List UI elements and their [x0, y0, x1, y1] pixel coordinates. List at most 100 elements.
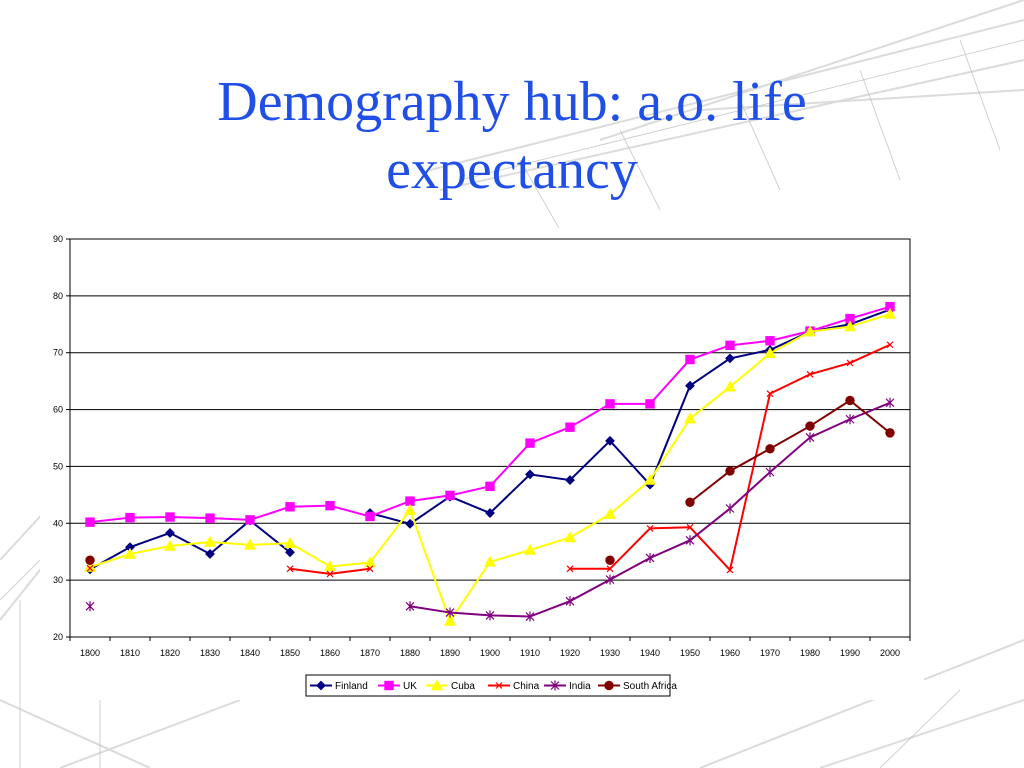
y-tick-label: 50 [53, 461, 63, 471]
data-point-south-africa [805, 421, 815, 431]
data-point-cuba [123, 547, 137, 559]
data-point-uk [445, 490, 455, 501]
data-point-finland [685, 380, 695, 391]
series-line-south-africa [689, 399, 891, 504]
legend-label-uk: UK [403, 681, 417, 692]
series-cuba [83, 307, 897, 626]
data-point-cuba [243, 538, 257, 550]
x-tick-label: 1800 [80, 648, 100, 658]
legend-label-finland: Finland [335, 681, 368, 692]
x-tick-label: 1810 [120, 648, 140, 658]
x-tick-label: 1880 [400, 648, 420, 658]
x-tick-label: 1930 [600, 648, 620, 658]
y-tick-label: 70 [53, 348, 63, 358]
data-point-finland [525, 469, 535, 480]
data-point-cuba [803, 325, 817, 337]
data-point-india [885, 397, 895, 408]
data-point-south-africa [885, 428, 895, 438]
x-tick-label: 1890 [440, 648, 460, 658]
data-point-finland [405, 518, 415, 529]
data-point-china [726, 566, 734, 574]
data-point-uk [285, 502, 295, 512]
data-point-south-africa [725, 466, 735, 476]
data-point-cuba [883, 307, 897, 319]
x-tick-label: 2000 [880, 648, 900, 658]
data-point-china [846, 359, 854, 367]
series-uk [85, 301, 895, 527]
y-tick-label: 60 [53, 405, 63, 415]
data-point-uk [205, 513, 215, 523]
data-point-south-africa [765, 444, 775, 454]
y-tick-label: 30 [53, 575, 63, 585]
data-point-cuba [643, 473, 657, 485]
data-point-india [405, 601, 415, 612]
data-point-uk [245, 515, 255, 525]
data-point-cuba [723, 380, 737, 392]
x-tick-label: 1860 [320, 648, 340, 658]
gridlines [70, 295, 910, 581]
data-point-uk [85, 517, 95, 527]
data-point-india [565, 596, 575, 607]
data-point-uk [685, 354, 695, 365]
data-point-south-africa [845, 395, 855, 406]
legend-marker-south-africa [604, 680, 614, 691]
x-tick-label: 1870 [360, 648, 380, 658]
data-point-uk [485, 481, 495, 492]
data-point-cuba [83, 560, 97, 572]
data-point-south-africa [605, 555, 615, 565]
x-tick-label: 1950 [680, 648, 700, 658]
legend-label-south-africa: South Africa [623, 681, 677, 692]
y-tick-label: 80 [53, 291, 63, 301]
y-tick-label: 20 [53, 632, 63, 642]
slide-title: Demography hub: a.o. life expectancy [217, 71, 807, 201]
x-tick-label: 1970 [760, 648, 780, 658]
x-tick-label: 1990 [840, 648, 860, 658]
data-point-india [85, 601, 95, 612]
legend-marker-cuba [430, 679, 444, 691]
data-point-cuba [683, 412, 697, 424]
data-point-cuba [443, 614, 457, 626]
data-point-cuba [603, 507, 617, 519]
data-point-china [566, 565, 574, 573]
data-point-china [286, 565, 294, 573]
data-point-cuba [203, 535, 217, 547]
x-tick-label: 1910 [520, 648, 540, 658]
legend-marker-china [495, 682, 503, 689]
data-point-india [445, 607, 455, 618]
x-tick-label: 1840 [240, 648, 260, 658]
data-point-cuba [763, 347, 777, 358]
data-point-india [765, 467, 775, 478]
y-tick-label: 90 [53, 234, 63, 244]
legend-label-india: India [569, 681, 591, 692]
legend-marker-india [550, 680, 560, 691]
data-point-china [326, 570, 334, 578]
data-point-cuba [363, 556, 377, 568]
data-point-uk [765, 336, 775, 346]
x-tick-label: 1900 [480, 648, 500, 658]
data-point-china [766, 390, 774, 398]
data-point-cuba [403, 503, 417, 515]
legend-label-cuba: Cuba [451, 681, 475, 692]
data-point-uk [125, 512, 135, 523]
chart-area-background [40, 228, 924, 700]
data-point-finland [725, 353, 735, 364]
data-point-india [485, 610, 495, 621]
data-point-china [606, 565, 614, 573]
data-point-cuba [843, 320, 857, 332]
data-point-india [805, 432, 815, 443]
legend-marker-uk [384, 680, 394, 691]
data-point-india [725, 503, 735, 514]
data-point-china [86, 564, 94, 572]
legend-label-china: China [513, 681, 540, 692]
data-point-china [366, 565, 374, 573]
data-point-cuba [283, 536, 297, 548]
data-point-finland [565, 475, 575, 485]
data-point-cuba [483, 555, 497, 567]
y-tick-label: 40 [53, 518, 63, 528]
data-point-india [605, 574, 615, 585]
legend: Finland UK Cuba China India South Africa [305, 674, 677, 697]
data-point-uk [165, 512, 175, 522]
data-point-uk [605, 399, 615, 409]
